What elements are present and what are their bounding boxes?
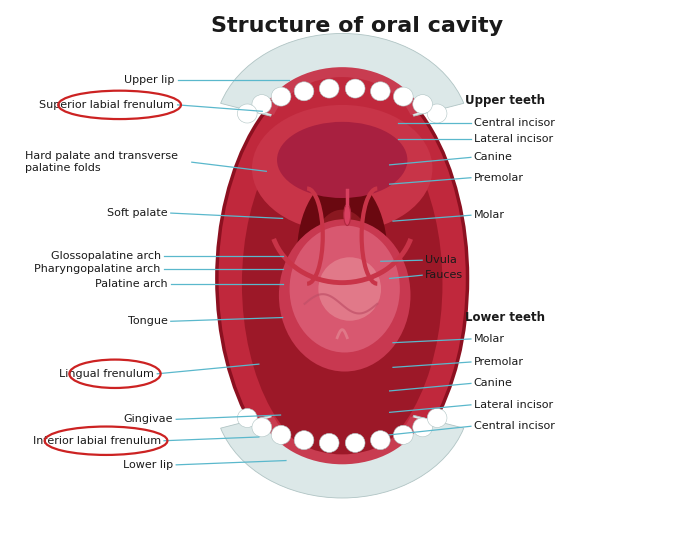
- Ellipse shape: [413, 418, 433, 437]
- Text: Molar: Molar: [474, 210, 505, 220]
- Ellipse shape: [345, 434, 365, 453]
- Text: Hard palate and transverse
palatine folds: Hard palate and transverse palatine fold…: [25, 151, 178, 174]
- Ellipse shape: [427, 409, 447, 428]
- Ellipse shape: [272, 425, 291, 444]
- Ellipse shape: [272, 87, 291, 106]
- Text: Fauces: Fauces: [425, 270, 463, 280]
- Text: Gingivae: Gingivae: [123, 415, 173, 424]
- Ellipse shape: [413, 95, 433, 114]
- Text: Central incisor: Central incisor: [474, 118, 554, 128]
- Ellipse shape: [319, 79, 339, 98]
- Ellipse shape: [237, 104, 257, 123]
- Ellipse shape: [294, 82, 314, 101]
- Text: Glossopalatine arch: Glossopalatine arch: [50, 251, 160, 261]
- Ellipse shape: [319, 434, 339, 453]
- Text: Lower lip: Lower lip: [122, 460, 173, 470]
- Text: Structure of oral cavity: Structure of oral cavity: [211, 16, 503, 35]
- Ellipse shape: [370, 82, 390, 101]
- Ellipse shape: [252, 418, 272, 437]
- Text: Lateral incisor: Lateral incisor: [474, 134, 553, 144]
- Ellipse shape: [252, 95, 272, 114]
- Ellipse shape: [427, 104, 447, 123]
- Ellipse shape: [393, 425, 413, 444]
- Text: Premolar: Premolar: [474, 357, 524, 367]
- Text: Superior labial frenulum: Superior labial frenulum: [39, 100, 174, 110]
- Ellipse shape: [345, 79, 365, 98]
- Text: Uvula: Uvula: [425, 255, 456, 265]
- Text: Upper lip: Upper lip: [124, 75, 174, 85]
- Ellipse shape: [311, 209, 374, 305]
- Ellipse shape: [370, 431, 390, 450]
- Text: Pharyngopalatine arch: Pharyngopalatine arch: [34, 264, 160, 274]
- Ellipse shape: [344, 205, 351, 226]
- Ellipse shape: [252, 105, 433, 232]
- Ellipse shape: [297, 177, 387, 329]
- Text: Upper teeth: Upper teeth: [466, 94, 545, 107]
- Ellipse shape: [393, 87, 413, 106]
- Ellipse shape: [279, 219, 410, 372]
- Text: Tongue: Tongue: [127, 316, 167, 326]
- Ellipse shape: [290, 226, 400, 353]
- Ellipse shape: [294, 431, 314, 450]
- Text: Lower teeth: Lower teeth: [466, 311, 545, 324]
- Text: Canine: Canine: [474, 152, 512, 162]
- Wedge shape: [262, 67, 422, 115]
- Wedge shape: [262, 417, 422, 465]
- Text: Inferior labial frenulum: Inferior labial frenulum: [32, 436, 160, 446]
- Wedge shape: [220, 34, 464, 116]
- Ellipse shape: [242, 106, 442, 461]
- Text: Molar: Molar: [474, 334, 505, 344]
- Ellipse shape: [277, 122, 407, 198]
- Text: Central incisor: Central incisor: [474, 421, 554, 431]
- Ellipse shape: [217, 67, 468, 490]
- Ellipse shape: [237, 409, 257, 428]
- Text: Premolar: Premolar: [474, 173, 524, 183]
- Ellipse shape: [318, 257, 381, 321]
- Text: Palatine arch: Palatine arch: [94, 279, 167, 289]
- Text: Soft palate: Soft palate: [107, 208, 167, 218]
- Wedge shape: [220, 415, 464, 498]
- Text: Lateral incisor: Lateral incisor: [474, 400, 553, 410]
- Text: Canine: Canine: [474, 379, 512, 388]
- Text: Lingual frenulum: Lingual frenulum: [59, 369, 154, 379]
